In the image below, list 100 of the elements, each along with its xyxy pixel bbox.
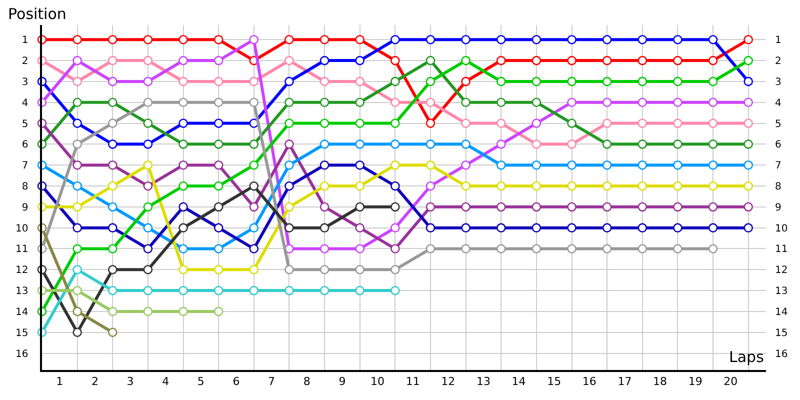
point	[214, 306, 224, 316]
y-tick-label: 6	[22, 140, 28, 151]
point	[214, 244, 224, 254]
point	[708, 118, 718, 128]
x-tick-label: 13	[476, 374, 490, 388]
point	[249, 98, 259, 108]
point	[426, 118, 436, 128]
point	[178, 76, 188, 86]
point	[284, 140, 294, 149]
point	[108, 56, 118, 66]
x-tick-label: 14	[512, 374, 526, 388]
point	[249, 223, 259, 232]
point	[567, 244, 576, 254]
point	[72, 181, 82, 191]
point	[567, 160, 576, 170]
point	[214, 223, 224, 232]
point	[249, 160, 259, 170]
point	[178, 118, 188, 128]
point	[426, 223, 436, 232]
point	[214, 56, 224, 66]
y-tick-label: 8	[22, 182, 28, 192]
point	[532, 160, 542, 170]
point	[284, 56, 294, 66]
point	[355, 181, 364, 191]
point	[108, 160, 118, 170]
point	[461, 140, 470, 149]
point	[567, 223, 576, 232]
point	[72, 98, 82, 108]
point	[355, 160, 364, 170]
point	[708, 34, 718, 44]
point	[673, 223, 682, 232]
point	[320, 244, 330, 254]
point	[214, 140, 224, 149]
point	[320, 202, 330, 212]
point	[532, 98, 542, 108]
point	[602, 244, 612, 254]
point	[143, 202, 153, 212]
y-tick-label: 2	[22, 56, 28, 68]
point	[320, 34, 330, 44]
point	[708, 76, 718, 86]
point	[320, 286, 330, 296]
x-tick-label: 7	[268, 374, 276, 388]
x-axis-title: Laps	[729, 348, 764, 366]
point	[708, 181, 718, 191]
point	[143, 76, 153, 86]
y-tick-label: 14	[16, 306, 28, 318]
point	[496, 181, 506, 191]
point	[72, 34, 82, 44]
y2-tick-label: 14	[775, 306, 788, 318]
point	[461, 223, 470, 232]
point	[426, 34, 436, 44]
y-tick-label: 10	[16, 223, 28, 234]
point	[638, 181, 648, 191]
point	[708, 98, 718, 108]
x-tick-label: 11	[406, 374, 420, 388]
x-tick-label: 5	[197, 374, 204, 388]
y2-tick-label: 5	[775, 118, 782, 130]
point	[178, 223, 188, 232]
point	[744, 118, 753, 128]
point	[284, 202, 294, 212]
point	[72, 118, 82, 128]
point	[320, 118, 330, 128]
point	[320, 160, 330, 170]
point	[320, 56, 330, 66]
point	[284, 34, 294, 44]
point	[143, 98, 153, 108]
y-tick-label: 4	[22, 98, 28, 109]
point	[72, 328, 82, 338]
point	[602, 118, 612, 128]
point	[461, 160, 470, 170]
point	[532, 181, 542, 191]
point	[708, 56, 718, 66]
point	[461, 244, 470, 254]
point	[355, 223, 364, 232]
point	[390, 244, 400, 254]
point	[567, 98, 576, 108]
point	[108, 202, 118, 212]
point	[390, 181, 400, 191]
y2-tick-label: 2	[775, 56, 782, 68]
point	[355, 34, 364, 44]
y-tick-label: 13	[16, 286, 28, 298]
point	[355, 56, 364, 66]
x-tick-label: 2	[91, 374, 98, 388]
point	[355, 76, 364, 86]
point	[178, 160, 188, 170]
point	[320, 98, 330, 108]
point	[567, 76, 576, 86]
point	[744, 223, 753, 232]
point	[602, 34, 612, 44]
point	[249, 34, 259, 44]
point	[532, 76, 542, 86]
point	[72, 286, 82, 296]
point	[108, 244, 118, 254]
point	[426, 244, 436, 254]
point	[284, 264, 294, 274]
point	[496, 160, 506, 170]
point	[143, 181, 153, 191]
point	[355, 202, 364, 212]
point	[143, 286, 153, 296]
point	[744, 202, 753, 212]
